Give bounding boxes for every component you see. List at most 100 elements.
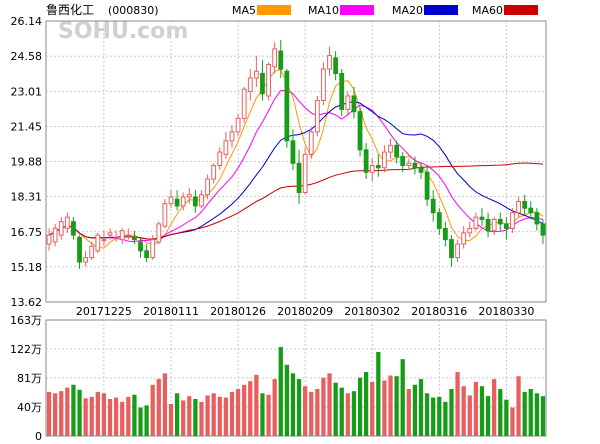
volume-bar: [278, 347, 283, 436]
candle-body: [125, 234, 131, 237]
legend: MA5 MA10 MA20 MA60: [232, 4, 538, 17]
candle-body: [455, 243, 460, 259]
candle-body: [119, 230, 125, 241]
legend-swatch: [504, 5, 538, 15]
candle-body: [107, 232, 113, 236]
candle-body: [412, 162, 418, 169]
candle-body: [375, 165, 381, 169]
candle-body: [284, 70, 290, 142]
candle-body: [467, 227, 473, 234]
candle-body: [424, 171, 430, 200]
volume-bar: [437, 396, 442, 436]
candle-body: [205, 178, 210, 196]
volume-bar: [388, 375, 393, 436]
price-tick-label: 19.88: [11, 156, 43, 169]
candle-body: [193, 196, 198, 207]
candle-body: [388, 144, 393, 153]
candle-body: [339, 73, 345, 110]
candle-body: [510, 212, 515, 229]
volume-bar: [193, 398, 198, 436]
candle-body: [308, 131, 314, 155]
candle-body: [52, 227, 58, 243]
volume-bar: [132, 394, 137, 436]
volume-bar: [229, 391, 235, 436]
candle-body: [247, 77, 253, 92]
legend-label: MA10: [308, 4, 339, 17]
volume-bar: [467, 395, 472, 436]
price-tick-label: 16.75: [11, 226, 43, 239]
candle-body: [382, 151, 387, 169]
volume-bar: [83, 398, 88, 436]
date-tick-label: 20180330: [478, 305, 534, 318]
legend-label: MA5: [232, 4, 256, 17]
candle-body: [180, 196, 186, 207]
volume-bar: [418, 379, 424, 436]
volume-bar: [540, 396, 546, 436]
candle-body: [363, 149, 369, 173]
legend-swatch: [340, 5, 374, 15]
volume-bar: [431, 397, 436, 436]
volume-bar: [357, 377, 363, 436]
volume-bar: [235, 389, 241, 436]
volume-bar: [254, 374, 259, 436]
volume-bar: [284, 364, 289, 436]
candle-body: [168, 196, 174, 205]
candle-body: [260, 73, 265, 95]
candle-body: [253, 70, 259, 79]
volume-bar: [217, 396, 222, 436]
volume-bar: [443, 401, 448, 436]
watermark-text: SOHU.com: [58, 19, 188, 44]
price-tick-label: 23.01: [11, 85, 43, 98]
candle-body: [443, 227, 448, 241]
legend-label: MA20: [392, 4, 423, 17]
volume-bar: [327, 373, 332, 436]
candlesticks: [46, 39, 546, 269]
volume-bar: [479, 386, 485, 436]
volume-tick-label: 40万: [17, 401, 42, 414]
volume-bar: [412, 384, 418, 436]
volume-bar: [534, 393, 539, 436]
volume-bar: [492, 379, 497, 436]
volume-bar: [321, 377, 326, 436]
volume-bar: [107, 398, 113, 436]
volume-bar: [187, 396, 192, 436]
date-tick-label: 20180126: [210, 305, 266, 318]
volume-bar: [504, 399, 509, 436]
volume-bar: [296, 379, 302, 436]
volume-bar: [53, 393, 58, 436]
volume-bar: [272, 379, 277, 436]
candle-body: [314, 99, 320, 133]
volume-bar: [138, 407, 143, 436]
date-tick-label: 20180111: [143, 305, 199, 318]
price-axis: 26.14 24.58 23.01 21.45 19.88 18.31 16.75 15.18…: [11, 15, 43, 309]
price-tick-label: 18.31: [11, 191, 43, 204]
candle-body: [302, 153, 308, 193]
candle-body: [156, 223, 162, 243]
candle-body: [540, 223, 546, 236]
volume-bar: [77, 389, 82, 436]
date-tick-label: 20180316: [411, 305, 467, 318]
candle-body: [449, 239, 454, 259]
candle-body: [89, 245, 95, 259]
volume-bar: [89, 396, 94, 436]
candle-body: [241, 88, 247, 119]
candle-body: [199, 194, 204, 207]
candle-body: [436, 212, 442, 229]
volume-bar: [71, 384, 76, 436]
volume-bar: [406, 389, 411, 436]
candle-body: [400, 156, 406, 167]
volume-bar: [242, 384, 247, 436]
volume-tick-label: 163万: [10, 314, 42, 327]
volume-bar: [400, 359, 405, 436]
volume-bar: [394, 376, 399, 436]
candle-body: [83, 257, 89, 263]
volume-bars: [46, 347, 546, 436]
price-tick-label: 24.58: [11, 50, 43, 63]
date-tick-label: 20180302: [344, 305, 400, 318]
candle-body: [186, 194, 192, 198]
candle-body: [223, 140, 229, 155]
volume-bar: [199, 401, 204, 436]
candle-body: [503, 223, 509, 229]
candle-body: [150, 239, 156, 259]
ma5-line: [48, 68, 544, 249]
